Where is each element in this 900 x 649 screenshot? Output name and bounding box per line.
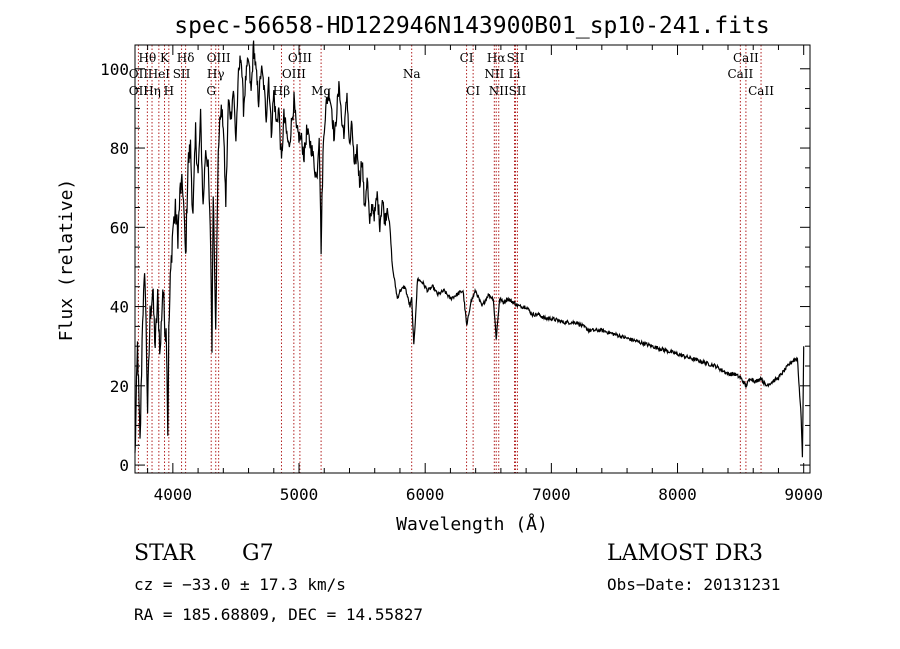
axis-ticks: 4000 5000 6000 7000 8000 9000 0 20 40 60 80 100 (100, 45, 823, 504)
object-class: STAR (134, 541, 196, 566)
line-label: OIII (288, 51, 312, 65)
chart-title: spec-56658-HD122946N143900B01_sp10-241.f… (174, 13, 769, 39)
survey-name: LAMOST DR3 (607, 541, 763, 566)
x-tick-label: 4000 (154, 485, 193, 504)
line-label: CI (466, 84, 480, 98)
object-subclass: G7 (242, 541, 274, 566)
y-tick-label: 40 (110, 298, 129, 317)
x-tick-label: 9000 (784, 485, 823, 504)
line-label: OIII (282, 67, 306, 81)
line-label: NII (489, 84, 509, 98)
y-tick-label: 0 (119, 456, 129, 475)
line-label: H (164, 84, 174, 98)
x-tick-label: 8000 (658, 485, 697, 504)
line-label: OII (129, 67, 149, 81)
line-label: SII (507, 51, 525, 65)
line-label: K (160, 51, 170, 65)
line-label: Hθ (139, 51, 157, 65)
line-label: HeI (148, 67, 171, 81)
y-tick-label: 100 (100, 60, 129, 79)
line-label: Li (509, 67, 521, 81)
observation-date: Obs−Date: 20131231 (607, 575, 780, 594)
line-label: OIII (207, 51, 231, 65)
plot-frame (134, 44, 811, 474)
line-label: Hβ (273, 84, 290, 98)
line-label: Hα (487, 51, 506, 65)
line-label: Hγ (207, 67, 225, 81)
line-label: NII (484, 67, 504, 81)
line-label: Hη (143, 84, 161, 98)
line-label: CaII (727, 67, 753, 81)
y-tick-label: 20 (110, 377, 129, 396)
line-label: OII (129, 84, 149, 98)
x-tick-label: 6000 (406, 485, 445, 504)
spectrum-line (134, 40, 805, 458)
line-label: G (206, 84, 216, 98)
spectrum-series (134, 40, 805, 458)
line-label: CaII (748, 84, 774, 98)
y-tick-label: 80 (110, 139, 129, 158)
x-tick-label: 7000 (532, 485, 571, 504)
line-label: CaII (733, 51, 759, 65)
line-label: SII (173, 67, 191, 81)
x-axis-label: Wavelength (Å) (396, 513, 548, 535)
y-tick-label: 60 (110, 218, 129, 237)
line-label: Hδ (177, 51, 195, 65)
redshift-cz: cz = −33.0 ± 17.3 km/s (134, 575, 346, 594)
ra-dec: RA = 185.68809, DEC = 14.55827 (134, 605, 423, 624)
line-label: CI (460, 51, 474, 65)
y-axis-label: Flux (relative) (56, 179, 77, 342)
line-label: Na (403, 67, 421, 81)
line-label: Mg (311, 84, 331, 98)
line-label: SII (509, 84, 527, 98)
x-tick-label: 5000 (280, 485, 319, 504)
